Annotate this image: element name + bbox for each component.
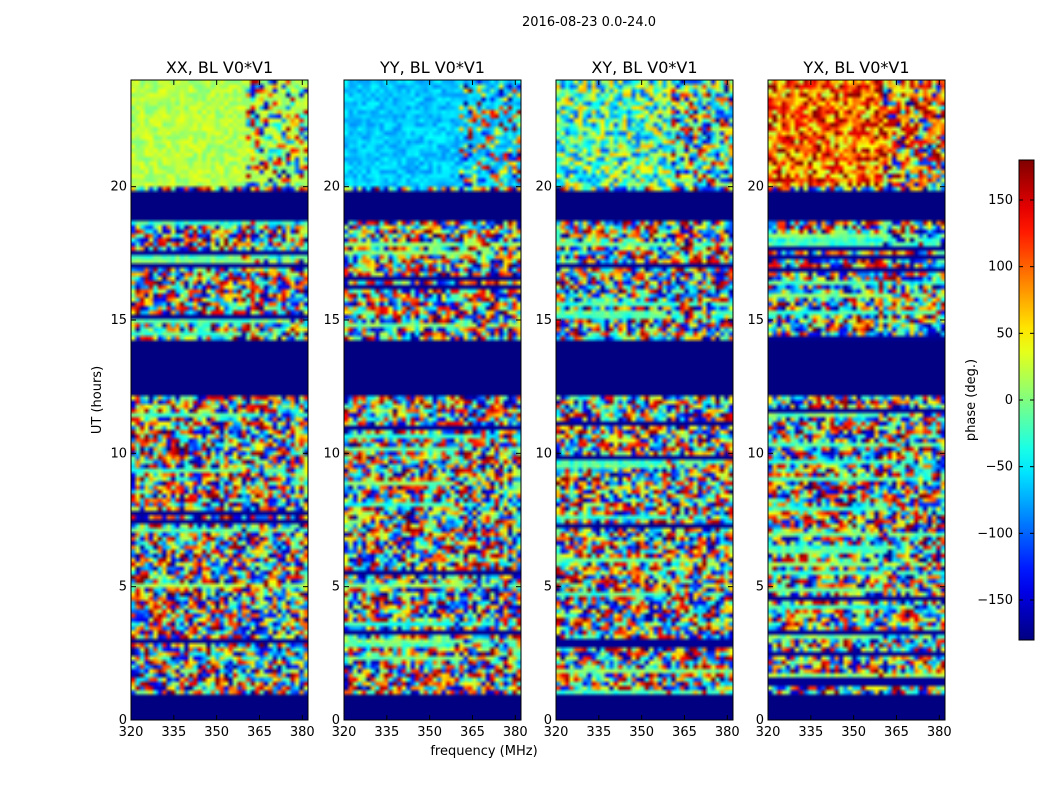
x-tick-label: 350 [204, 725, 229, 740]
y-axis-label: UT (hours) [90, 366, 105, 434]
colorbar-tick-label: −50 [986, 460, 1013, 475]
colorbar: 150 100 50 0 −50 −100 −150 [977, 159, 1035, 641]
colorbar-tick-label: 0 [1005, 393, 1013, 408]
axes-frame [767, 79, 946, 721]
axes-frame [343, 79, 522, 721]
x-tick-label: 380 [290, 725, 315, 740]
y-tick-label: 10 [110, 446, 127, 461]
heatmap-image [344, 80, 521, 720]
y-tick-label: 5 [332, 580, 340, 595]
x-tick-label: 350 [629, 725, 654, 740]
y-tick-label: 15 [110, 313, 127, 328]
y-tick-label: 20 [747, 180, 764, 195]
panel-yy: YY, BL V0*V1 320 335 350 365 380 0 5 10 15 20 [323, 58, 527, 740]
colorbar-tick-label: −100 [977, 526, 1013, 541]
y-tick-label: 0 [544, 713, 552, 728]
axes-frame [555, 79, 734, 721]
figure-suptitle: 2016-08-23 0.0-24.0 [522, 15, 656, 30]
x-tick-label: 365 [884, 725, 909, 740]
x-tick-label: 350 [841, 725, 866, 740]
heatmap-image [768, 80, 945, 720]
y-tick-label: 5 [544, 580, 552, 595]
panel-title: XX, BL V0*V1 [166, 58, 273, 77]
panel-xx: XX, BL V0*V1 320 335 350 365 380 0 5 10 15 20 [110, 58, 314, 740]
y-tick-label: 15 [535, 313, 552, 328]
x-tick-label: 320 [756, 725, 781, 740]
y-tick-label: 5 [119, 580, 127, 595]
x-tick-label: 380 [503, 725, 528, 740]
axes-frame [130, 79, 309, 721]
y-tick-label: 20 [110, 180, 127, 195]
x-tick-label: 350 [417, 725, 442, 740]
colorbar-tick-label: 100 [988, 260, 1013, 275]
y-tick-label: 0 [756, 713, 764, 728]
colorbar-tick-label: −150 [977, 593, 1013, 608]
panel-title: YX, BL V0*V1 [802, 58, 909, 77]
y-tick-label: 20 [535, 180, 552, 195]
y-tick-label: 10 [747, 446, 764, 461]
x-tick-label: 380 [927, 725, 952, 740]
colorbar-tick-label: 150 [988, 193, 1013, 208]
panel-title: XY, BL V0*V1 [591, 58, 697, 77]
y-tick-label: 10 [323, 446, 340, 461]
y-tick-label: 0 [332, 713, 340, 728]
x-tick-label: 335 [161, 725, 186, 740]
colorbar-label: phase (deg.) [964, 359, 979, 441]
x-tick-label: 335 [586, 725, 611, 740]
x-tick-label: 320 [544, 725, 569, 740]
panel-title: YY, BL V0*V1 [379, 58, 485, 77]
y-tick-label: 20 [323, 180, 340, 195]
x-tick-label: 380 [715, 725, 740, 740]
x-tick-label: 365 [247, 725, 272, 740]
heatmap-image [131, 80, 308, 720]
x-tick-label: 335 [374, 725, 399, 740]
y-tick-label: 5 [756, 580, 764, 595]
x-tick-label: 365 [460, 725, 485, 740]
y-tick-label: 15 [747, 313, 764, 328]
y-tick-label: 0 [119, 713, 127, 728]
x-tick-label: 320 [332, 725, 357, 740]
panel-yx: YX, BL V0*V1 320 335 350 365 380 0 5 10 15 20 [747, 58, 951, 740]
x-tick-label: 320 [119, 725, 144, 740]
y-tick-label: 10 [535, 446, 552, 461]
x-tick-label: 335 [798, 725, 823, 740]
panel-xy: XY, BL V0*V1 320 335 350 365 380 0 5 10 15 20 [535, 58, 739, 740]
x-tick-label: 365 [672, 725, 697, 740]
y-tick-label: 15 [323, 313, 340, 328]
colorbar-tick-label: 50 [996, 326, 1013, 341]
heatmap-image [556, 80, 733, 720]
x-axis-label: frequency (MHz) [430, 744, 537, 759]
